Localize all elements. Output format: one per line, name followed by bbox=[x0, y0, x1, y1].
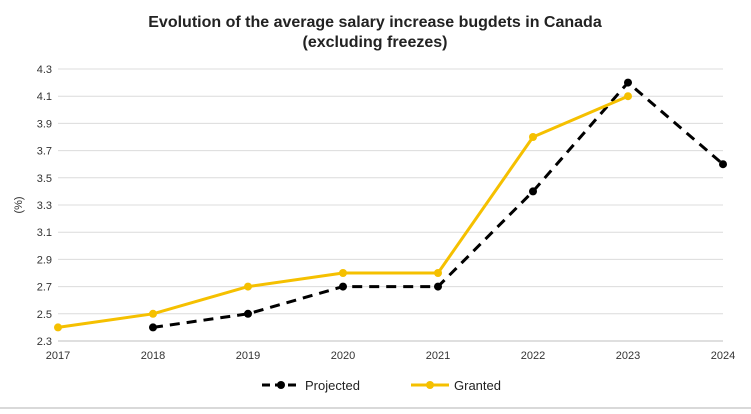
x-tick-label: 2023 bbox=[616, 350, 640, 362]
x-tick-label: 2021 bbox=[426, 350, 450, 362]
data-point-projected bbox=[339, 282, 347, 291]
y-tick-label: 2.5 bbox=[37, 309, 52, 321]
data-point-granted bbox=[54, 323, 62, 332]
series-lines bbox=[54, 78, 727, 332]
data-point-projected bbox=[244, 309, 252, 318]
data-point-granted bbox=[149, 309, 157, 318]
y-tick-label: 3.5 bbox=[37, 173, 52, 185]
data-point-projected bbox=[434, 282, 442, 291]
data-point-projected bbox=[719, 160, 727, 169]
y-tick-label: 3.1 bbox=[37, 227, 52, 239]
y-tick-label: 2.9 bbox=[37, 254, 52, 266]
bottom-divider bbox=[0, 407, 751, 409]
x-tick-label: 2022 bbox=[521, 350, 545, 362]
data-point-granted bbox=[529, 133, 537, 141]
chart-subtitle: (excluding freezes) bbox=[303, 34, 448, 51]
y-tick-label: 3.9 bbox=[37, 118, 52, 130]
legend-marker bbox=[426, 381, 434, 389]
y-axis-label: (%) bbox=[13, 196, 25, 213]
legend-label: Projected bbox=[305, 378, 360, 393]
x-tick-label: 2024 bbox=[711, 350, 735, 362]
y-tick-label: 4.3 bbox=[37, 64, 52, 76]
legend: Projected Granted bbox=[262, 378, 501, 393]
chart-title: Evolution of the average salary increase… bbox=[148, 14, 602, 31]
data-point-projected bbox=[624, 78, 632, 87]
x-tick-labels: 2017 2018 2019 2020 2021 2022 2023 2024 bbox=[46, 350, 735, 362]
x-tick-label: 2018 bbox=[141, 350, 165, 362]
data-point-projected bbox=[149, 323, 157, 332]
y-tick-label: 2.7 bbox=[37, 282, 52, 294]
legend-label: Granted bbox=[454, 378, 501, 393]
gridlines bbox=[58, 68, 723, 342]
series-line-granted bbox=[57, 94, 629, 329]
data-point-granted bbox=[339, 269, 347, 277]
data-point-projected bbox=[529, 187, 537, 196]
y-tick-label: 4.1 bbox=[37, 91, 52, 103]
data-point-granted bbox=[434, 269, 442, 277]
y-tick-label: 3.7 bbox=[37, 146, 52, 158]
x-tick-label: 2019 bbox=[236, 350, 260, 362]
x-tick-label: 2020 bbox=[331, 350, 355, 362]
y-tick-label: 2.3 bbox=[37, 336, 52, 348]
x-tick-label: 2017 bbox=[46, 350, 70, 362]
data-point-granted bbox=[244, 282, 252, 291]
y-tick-labels: 4.3 4.1 3.9 3.7 3.5 3.3 3.1 2.9 2.7 2.5 2.3 bbox=[37, 64, 52, 348]
data-point-granted bbox=[624, 92, 632, 101]
y-tick-label: 3.3 bbox=[37, 200, 52, 212]
legend-marker bbox=[277, 381, 285, 389]
